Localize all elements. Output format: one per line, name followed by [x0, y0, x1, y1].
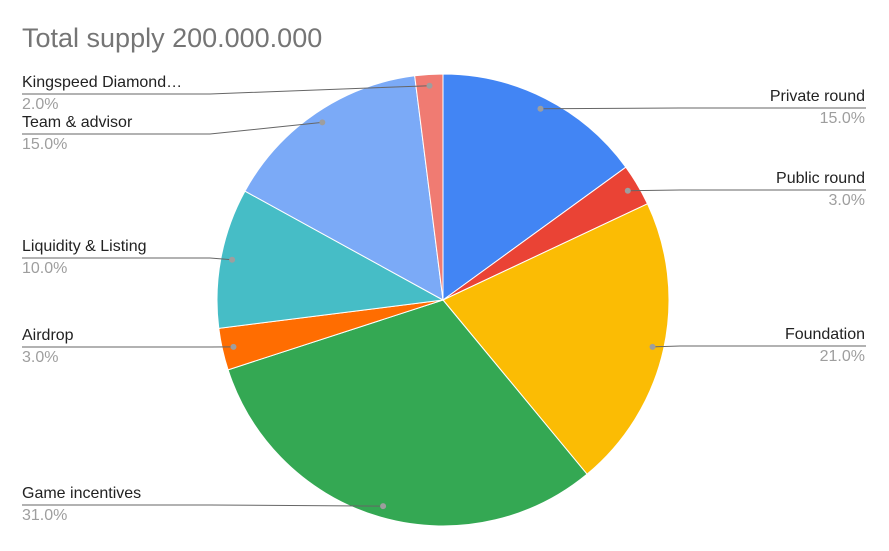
leader-line — [22, 85, 430, 95]
slice-value-label: 21.0% — [820, 348, 865, 365]
leader-line — [22, 504, 384, 507]
slice-label: Team & advisor — [22, 114, 133, 131]
slice-label: Private round — [770, 88, 865, 105]
slice-label: Kingspeed Diamond… — [22, 74, 182, 91]
leader-dot — [380, 503, 387, 510]
leader-dot — [537, 105, 544, 112]
slice-value-label: 15.0% — [22, 136, 67, 153]
slice-value-label: 31.0% — [22, 507, 67, 524]
leader-dot — [426, 82, 433, 89]
slice-value-label: 15.0% — [820, 110, 865, 127]
leader-dot — [649, 343, 656, 350]
leader-line — [627, 189, 866, 192]
slice-label: Foundation — [785, 326, 865, 343]
leader-dot — [230, 343, 237, 350]
pie-slice — [227, 299, 588, 527]
pie-slice — [442, 203, 670, 475]
slice-value-label: 3.0% — [22, 349, 58, 366]
chart-title: Total supply 200.000.000 — [22, 23, 322, 53]
slice-label: Game incentives — [22, 485, 141, 502]
pie-slice — [244, 75, 444, 301]
pie-slice — [414, 73, 444, 301]
slice-value-label: 3.0% — [829, 192, 865, 209]
leader-line — [540, 107, 866, 110]
slice-label: Airdrop — [22, 327, 74, 344]
pie-slice — [216, 190, 445, 329]
leader-line — [652, 345, 866, 348]
leader-dot — [229, 256, 236, 263]
pie-slice — [442, 73, 627, 301]
slice-value-label: 10.0% — [22, 260, 67, 277]
leader-line — [22, 257, 233, 261]
slice-label: Public round — [776, 170, 865, 187]
slice-value-label: 2.0% — [22, 96, 58, 113]
leader-dot — [319, 119, 326, 126]
slice-label: Liquidity & Listing — [22, 238, 147, 255]
leader-line — [22, 121, 323, 135]
leader-dot — [624, 187, 631, 194]
